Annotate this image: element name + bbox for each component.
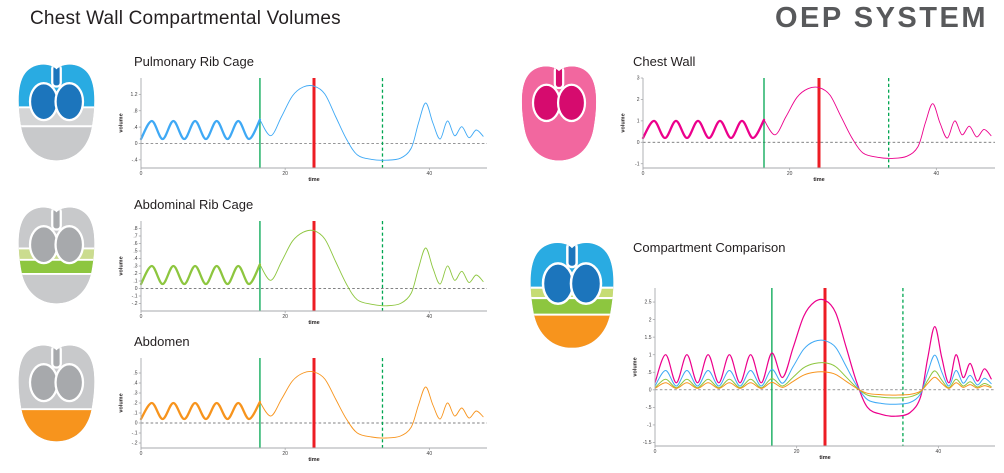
chart-compartment-comparison: -1.5 -1 -.5 0 .5 1 1.5 2 2.5 0 20 40 volume time [630, 282, 1000, 462]
torso-icon-abdomen [8, 341, 105, 447]
page-title: Chest Wall Compartmental Volumes [30, 8, 341, 29]
svg-text:volume: volume [119, 113, 125, 132]
svg-text:.1: .1 [133, 279, 137, 285]
svg-text:-1: -1 [635, 161, 640, 167]
svg-text:.8: .8 [133, 226, 137, 232]
svg-text:40: 40 [427, 171, 433, 177]
svg-text:20: 20 [787, 171, 793, 177]
svg-text:20: 20 [282, 451, 288, 457]
svg-text:-1.5: -1.5 [643, 440, 652, 446]
svg-text:.5: .5 [133, 249, 137, 255]
svg-text:0: 0 [637, 140, 640, 146]
svg-text:time: time [308, 320, 319, 326]
svg-text:20: 20 [282, 171, 288, 177]
chart-chest-wall: -1 0 1 2 3 0 20 40 volume time [618, 72, 1000, 184]
svg-text:time: time [308, 177, 319, 183]
svg-text:0: 0 [649, 388, 652, 394]
torso-icon-abdominal-rib-cage [8, 203, 105, 309]
svg-text:20: 20 [794, 449, 800, 455]
torso-icon-chest-wall [512, 62, 606, 166]
svg-text:volume: volume [119, 256, 125, 275]
svg-text:2: 2 [649, 317, 652, 323]
svg-text:.4: .4 [133, 381, 137, 387]
svg-text:0: 0 [135, 421, 138, 427]
svg-text:3: 3 [637, 76, 640, 82]
svg-text:20: 20 [282, 314, 288, 320]
svg-text:40: 40 [936, 449, 942, 455]
svg-text:0: 0 [135, 286, 138, 292]
chart-title-pulmonary-rib-cage: Pulmonary Rib Cage [134, 54, 254, 69]
svg-text:1: 1 [649, 352, 652, 358]
svg-text:.6: .6 [133, 241, 137, 247]
brand-logo: OEP SYSTEM [774, 2, 988, 34]
svg-text:time: time [819, 455, 830, 461]
svg-text:.7: .7 [133, 234, 137, 240]
svg-text:0: 0 [654, 449, 657, 455]
svg-text:-1: -1 [647, 423, 652, 429]
svg-text:.4: .4 [133, 125, 137, 131]
svg-text:-.4: -.4 [132, 158, 138, 164]
torso-icon-pulmonary-rib-cage [8, 60, 105, 166]
svg-text:0: 0 [642, 171, 645, 177]
svg-text:-.2: -.2 [132, 301, 138, 307]
svg-text:40: 40 [934, 171, 940, 177]
svg-text:volume: volume [633, 357, 639, 376]
chart-abdomen: -.2 -.1 0 .1 .2 .3 .4 .5 0 20 40 volume time [116, 352, 492, 464]
torso-icon-compartment-comparison [516, 238, 628, 354]
chart-title-abdominal-rib-cage: Abdominal Rib Cage [134, 197, 254, 212]
svg-text:.3: .3 [133, 391, 137, 397]
svg-text:1: 1 [637, 119, 640, 125]
svg-text:.5: .5 [133, 371, 137, 377]
chart-abdominal-rib-cage: -.2 -.1 0.1.2.3.4.5.6.7.8 0 20 40 volume time [116, 215, 492, 327]
svg-text:volume: volume [119, 393, 125, 412]
svg-text:40: 40 [427, 451, 433, 457]
svg-text:-.5: -.5 [646, 405, 652, 411]
chart-title-abdomen: Abdomen [134, 334, 190, 349]
svg-text:0: 0 [135, 141, 138, 147]
svg-text:1.5: 1.5 [645, 335, 652, 341]
svg-text:.2: .2 [133, 271, 137, 277]
svg-text:40: 40 [427, 314, 433, 320]
svg-text:.3: .3 [133, 264, 137, 270]
svg-text:-.1: -.1 [132, 431, 138, 437]
svg-text:-.1: -.1 [132, 294, 138, 300]
svg-text:.2: .2 [133, 401, 137, 407]
svg-text:1.2: 1.2 [131, 92, 138, 98]
svg-text:0: 0 [140, 314, 143, 320]
chart-pulmonary-rib-cage: -.4 0 .4 .8 1.2 0 20 40 volume time [116, 72, 492, 184]
svg-text:.8: .8 [133, 108, 137, 114]
svg-text:0: 0 [140, 171, 143, 177]
svg-text:.1: .1 [133, 411, 137, 417]
svg-text:-.2: -.2 [132, 441, 138, 447]
svg-text:volume: volume [621, 113, 627, 132]
svg-text:time: time [813, 177, 824, 183]
svg-text:time: time [308, 457, 319, 463]
svg-text:2: 2 [637, 97, 640, 103]
svg-text:2.5: 2.5 [645, 300, 652, 306]
chart-title-chest-wall: Chest Wall [633, 54, 696, 69]
svg-text:0: 0 [140, 451, 143, 457]
chart-title-compartment-comparison: Compartment Comparison [633, 240, 786, 255]
svg-text:.4: .4 [133, 256, 137, 262]
svg-text:.5: .5 [647, 370, 651, 376]
